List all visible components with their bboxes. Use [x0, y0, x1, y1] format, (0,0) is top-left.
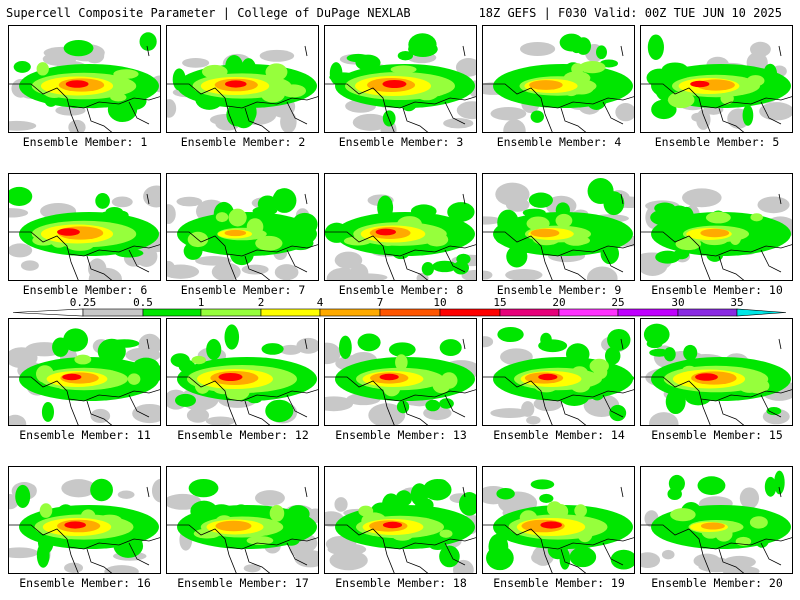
ensemble-panel[interactable] — [8, 173, 161, 281]
legend-swatch — [200, 308, 262, 317]
ensemble-panel[interactable] — [324, 25, 477, 133]
legend-swatch — [617, 308, 679, 317]
legend-tick-label: 15 — [493, 296, 506, 309]
scp-map — [9, 328, 160, 425]
ensemble-member-label: Ensemble Member: 1 — [22, 135, 148, 149]
ensemble-member-label: Ensemble Member: 17 — [177, 576, 309, 590]
scp-map — [483, 479, 634, 573]
ensemble-panel[interactable] — [482, 466, 635, 574]
ensemble-member-label: Ensemble Member: 9 — [496, 283, 622, 297]
ensemble-panel[interactable] — [640, 466, 793, 574]
legend-swatch — [379, 308, 441, 317]
ensemble-member-label: Ensemble Member: 4 — [496, 135, 622, 149]
legend-swatch — [558, 308, 619, 317]
legend-tick-label: 7 — [377, 296, 384, 309]
ensemble-panel[interactable] — [482, 25, 635, 133]
ensemble-member-label: Ensemble Member: 12 — [177, 428, 309, 442]
ensemble-member-label: Ensemble Member: 3 — [338, 135, 464, 149]
scp-map — [167, 324, 318, 425]
ensemble-panel[interactable] — [482, 173, 635, 281]
ensemble-panel[interactable] — [640, 25, 793, 133]
ensemble-member-label: Ensemble Member: 6 — [22, 283, 148, 297]
ensemble-member-label: Ensemble Member: 20 — [651, 576, 783, 590]
scp-map — [641, 470, 792, 573]
scp-map — [483, 326, 634, 425]
ensemble-panel[interactable] — [482, 318, 635, 426]
scp-map — [641, 34, 792, 132]
ensemble-panel[interactable] — [166, 25, 319, 133]
scp-map — [9, 32, 160, 132]
ensemble-member-label: Ensemble Member: 18 — [335, 576, 467, 590]
ensemble-panel[interactable] — [640, 318, 793, 426]
ensemble-member-label: Ensemble Member: 8 — [338, 283, 464, 297]
scp-map — [325, 193, 476, 280]
legend-swatch — [82, 308, 144, 317]
run-info: 18Z GEFS | F030 Valid: 00Z TUE JUN 10 20… — [478, 6, 782, 20]
legend-tick-label: 0.5 — [133, 296, 153, 309]
ensemble-panel[interactable] — [8, 25, 161, 133]
legend-tick-label: 2 — [258, 296, 265, 309]
legend-tick-label: 20 — [552, 296, 565, 309]
ensemble-panel[interactable] — [166, 318, 319, 426]
scp-map — [167, 478, 318, 573]
scp-map — [483, 178, 634, 280]
legend-swatch — [142, 308, 202, 317]
ensemble-panel[interactable] — [166, 466, 319, 574]
ensemble-member-label: Ensemble Member: 19 — [493, 576, 625, 590]
ensemble-member-label: Ensemble Member: 14 — [493, 428, 625, 442]
scp-map — [325, 479, 476, 573]
ensemble-panel[interactable] — [324, 173, 477, 281]
ensemble-member-label: Ensemble Member: 16 — [19, 576, 151, 590]
ensemble-member-label: Ensemble Member: 7 — [180, 283, 306, 297]
legend-tick-label: 35 — [730, 296, 743, 309]
scp-map — [167, 188, 318, 280]
ensemble-member-label: Ensemble Member: 5 — [654, 135, 780, 149]
color-legend: 0.25 0.5 1 2 4 7 10 15 20 25 30 35 — [12, 296, 787, 317]
ensemble-panel[interactable] — [8, 318, 161, 426]
legend-swatch — [499, 308, 560, 317]
scp-map — [9, 478, 160, 573]
ensemble-member-label: Ensemble Member: 11 — [19, 428, 151, 442]
ensemble-panel[interactable] — [8, 466, 161, 574]
ensemble-panel[interactable] — [324, 318, 477, 426]
legend-swatch — [677, 308, 738, 317]
ensemble-member-label: Ensemble Member: 15 — [651, 428, 783, 442]
scp-map — [325, 333, 476, 425]
legend-tick-label: 25 — [611, 296, 624, 309]
legend-swatch — [439, 308, 501, 317]
legend-swatch — [260, 308, 321, 317]
legend-tick-label: 10 — [433, 296, 446, 309]
ensemble-panel[interactable] — [324, 466, 477, 574]
legend-swatch — [319, 308, 381, 317]
scp-map — [9, 185, 160, 280]
legend-arrow-low — [12, 308, 84, 317]
ensemble-member-label: Ensemble Member: 2 — [180, 135, 306, 149]
legend-tick-label: 4 — [317, 296, 324, 309]
ensemble-member-label: Ensemble Member: 10 — [651, 283, 783, 297]
scp-map — [325, 33, 476, 132]
scp-map — [483, 33, 634, 132]
legend-tick-label: 1 — [198, 296, 205, 309]
scp-map — [167, 45, 318, 132]
legend-arrow-high — [736, 308, 787, 317]
legend-tick-label: 0.25 — [70, 296, 97, 309]
scp-map — [641, 323, 792, 425]
ensemble-member-label: Ensemble Member: 13 — [335, 428, 467, 442]
ensemble-panel[interactable] — [166, 173, 319, 281]
legend-tick-label: 30 — [671, 296, 684, 309]
ensemble-panel[interactable] — [640, 173, 793, 281]
scp-map — [641, 188, 792, 280]
page-title: Supercell Composite Parameter | College … — [6, 6, 411, 20]
